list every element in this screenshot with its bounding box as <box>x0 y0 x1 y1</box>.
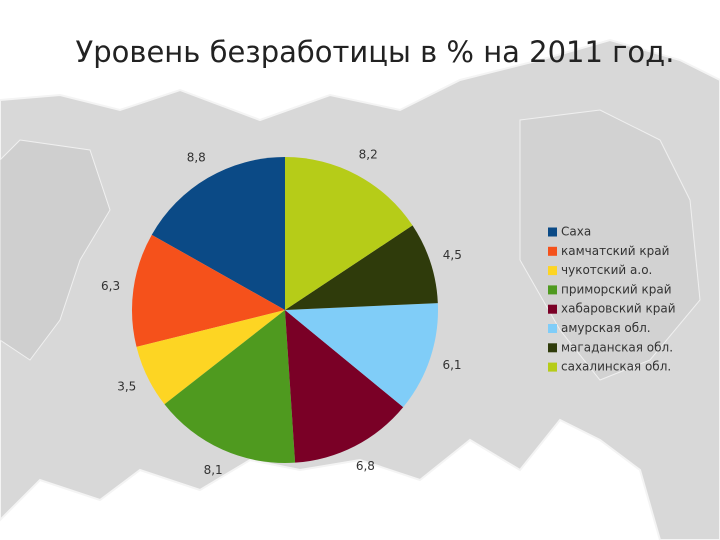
pie-slice <box>131 234 285 347</box>
pie-slice <box>285 310 404 463</box>
data-label: 6,3 <box>101 279 120 293</box>
data-label: 8,2 <box>359 147 378 161</box>
legend-label: сахалинская обл. <box>561 360 671 374</box>
data-label: 3,5 <box>117 380 136 394</box>
legend-swatch <box>548 343 557 353</box>
data-label: 6,1 <box>442 358 461 372</box>
legend-label: Саха <box>561 225 591 239</box>
legend-label: камчатский край <box>561 244 669 258</box>
data-label: 8,1 <box>204 463 223 477</box>
pie-slice <box>164 310 296 464</box>
legend-label: амурская обл. <box>561 321 651 335</box>
pie-slice <box>285 157 413 310</box>
map-region <box>519 109 701 381</box>
legend-swatch <box>548 246 557 256</box>
legend-swatch <box>548 362 557 372</box>
legend-swatch <box>548 285 557 295</box>
pie-slice <box>136 310 285 405</box>
data-label: 4,5 <box>443 248 462 262</box>
legend-label: приморский край <box>561 282 672 296</box>
legend-swatch <box>548 227 557 237</box>
pie-slice <box>285 303 438 408</box>
data-label: 8,8 <box>187 151 206 165</box>
legend-swatch <box>548 304 557 314</box>
pie-slice <box>285 225 438 310</box>
pie: 8,8 6,3 3,5 8,1 6,8 6,1 4,5 8,2 <box>101 147 462 477</box>
legend: Саха камчатский край чукотский а.о. приморс… <box>548 225 676 374</box>
chart-title: Уровень безработицы в % на 2011 год. <box>76 35 675 69</box>
legend-label: магаданская обл. <box>561 340 673 354</box>
legend-label: чукотский а.о. <box>561 263 652 277</box>
legend-swatch <box>548 324 557 333</box>
legend-swatch <box>548 266 557 276</box>
legend-label: хабаровский край <box>561 302 676 316</box>
pie-slice <box>151 157 285 310</box>
map-region <box>0 139 111 361</box>
data-label: 6,8 <box>356 459 375 473</box>
